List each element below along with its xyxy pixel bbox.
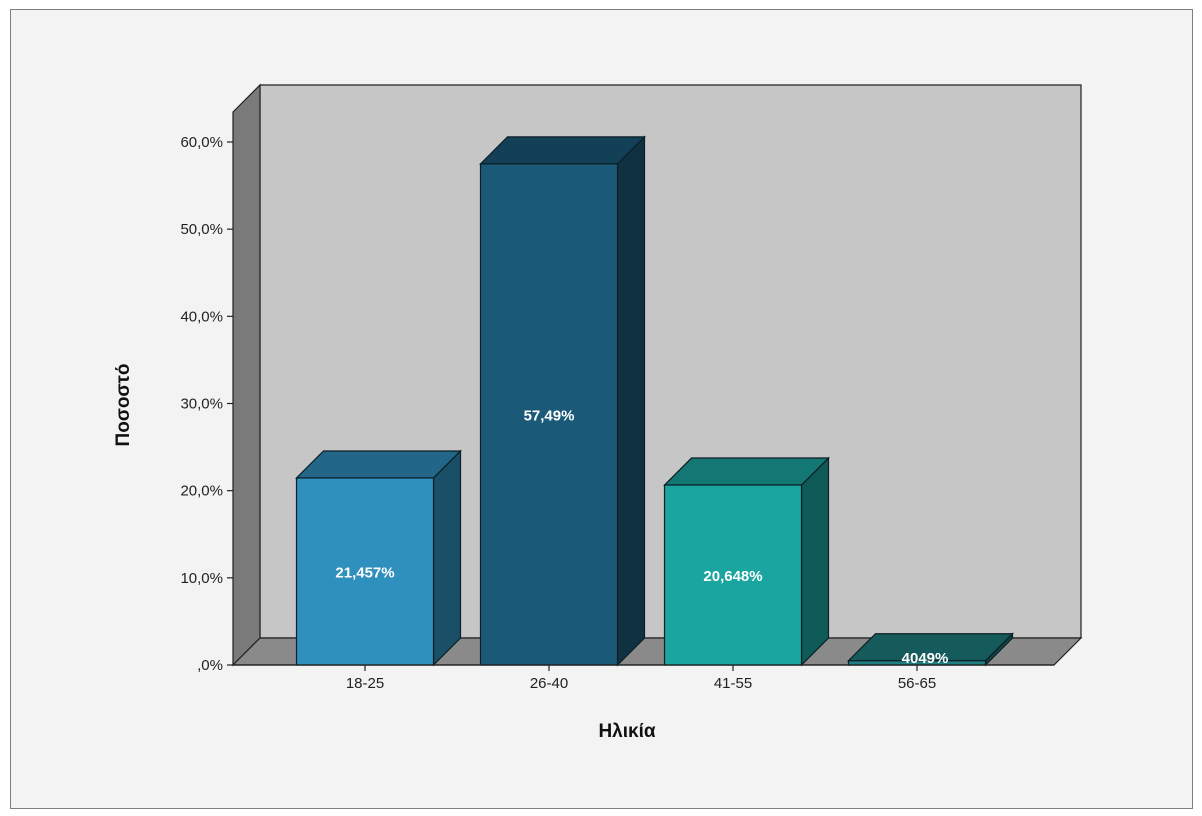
bar-data-label: 20,648% [703,568,762,585]
y-tick-label: 60,0% [180,134,223,151]
chart-frame: ,0% 10,0% 20,0% 30,0% 40,0% 50,0% 60,0% 21,457… [10,9,1193,809]
bar-side [432,449,462,667]
x-tick-label: 18-25 [346,675,384,692]
bar-data-label: 4049% [902,650,949,667]
x-axis: 18-25 26-40 41-55 56-65 [233,664,1054,692]
y-axis: ,0% 10,0% 20,0% 30,0% 40,0% 50,0% 60,0% [180,134,233,674]
bar [663,484,803,666]
bar-data-label: 21,457% [335,564,394,581]
bar [479,163,619,666]
bar-chart: ,0% 10,0% 20,0% 30,0% 40,0% 50,0% 60,0% 21,457… [113,83,1083,742]
bar-56-65: 4049% [847,632,1014,667]
bar-side [616,135,646,667]
bar-data-label: 57,49% [524,407,575,424]
y-tick-label: 20,0% [180,483,223,500]
y-tick-label: 50,0% [180,221,223,238]
bar-18-25: 21,457% [295,449,462,667]
bar-side [800,456,830,667]
x-tick-label: 56-65 [898,675,936,692]
y-tick-label: 30,0% [180,396,223,413]
bar-top [479,136,646,165]
side-wall [232,83,261,667]
bars: 21,457% 57,49% 20,648% 4049% [295,135,1014,667]
x-axis-title: Ηλικία [598,721,655,742]
y-tick-label: 10,0% [180,570,223,587]
y-axis-title: Ποσοστό [113,363,134,446]
y-tick-label: ,0% [197,657,223,674]
bar-top [295,450,462,479]
bar-top [663,457,830,486]
x-tick-label: 26-40 [530,675,568,692]
bar-41-55: 20,648% [663,456,830,667]
y-tick-label: 40,0% [180,308,223,325]
bar-26-40: 57,49% [479,135,646,667]
x-tick-label: 41-55 [714,675,752,692]
